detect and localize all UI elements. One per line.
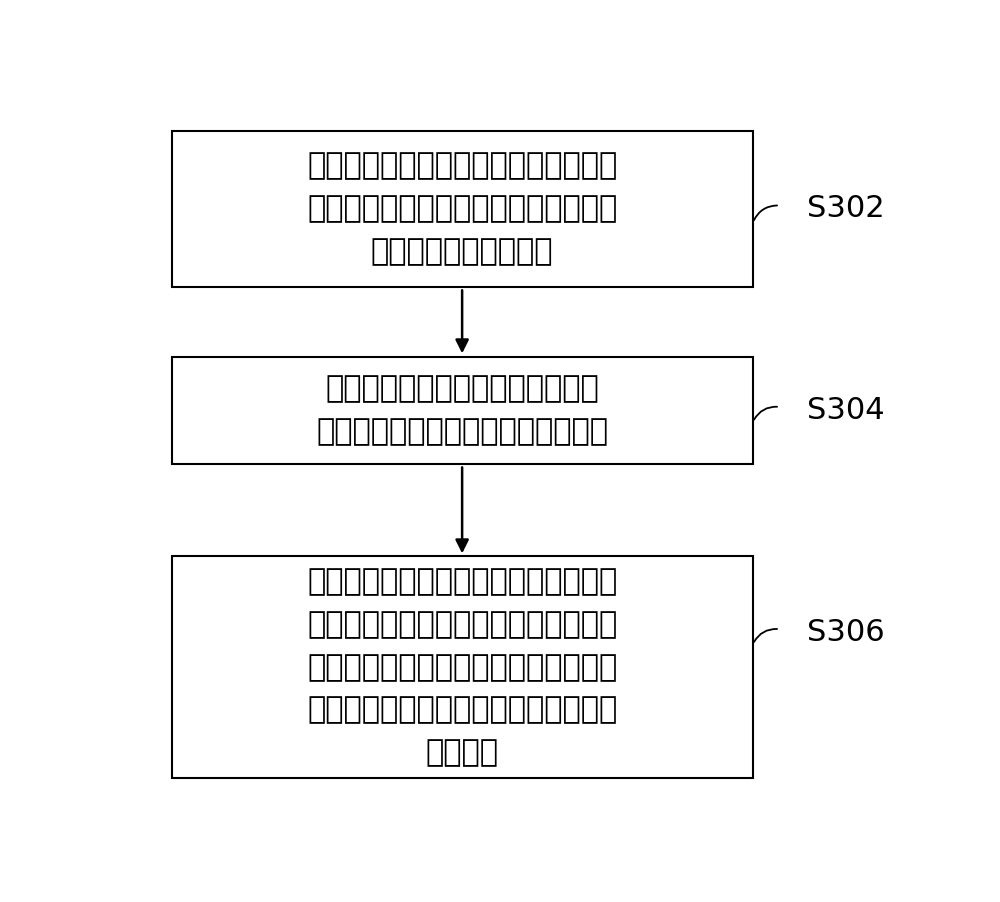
Text: 根据定位标识在机器人坐标系中的位置
坐标和偏离角度，以及定位标识在全局
坐标系中的位置坐标，结合一维码的方
向，确定移动机器人在所述场地中的位
置和姿态: 根据定位标识在机器人坐标系中的位置 坐标和偏离角度，以及定位标识在全局 坐标系中… <box>307 567 617 768</box>
Text: S306: S306 <box>807 618 885 647</box>
Text: 解析一维码，获取定位标识在全局
坐标系中的位置坐标和一维码的方向: 解析一维码，获取定位标识在全局 坐标系中的位置坐标和一维码的方向 <box>316 374 608 446</box>
Text: S302: S302 <box>807 195 885 224</box>
Bar <box>172 356 753 465</box>
Text: S304: S304 <box>807 396 885 425</box>
Text: 如果读码器判断视场范围内存在定位标
识时，确定定位标识在机器人坐标系中
的位置坐标和偏离角度: 如果读码器判断视场范围内存在定位标 识时，确定定位标识在机器人坐标系中 的位置坐… <box>307 152 617 266</box>
Bar <box>172 557 753 778</box>
Bar <box>172 131 753 287</box>
